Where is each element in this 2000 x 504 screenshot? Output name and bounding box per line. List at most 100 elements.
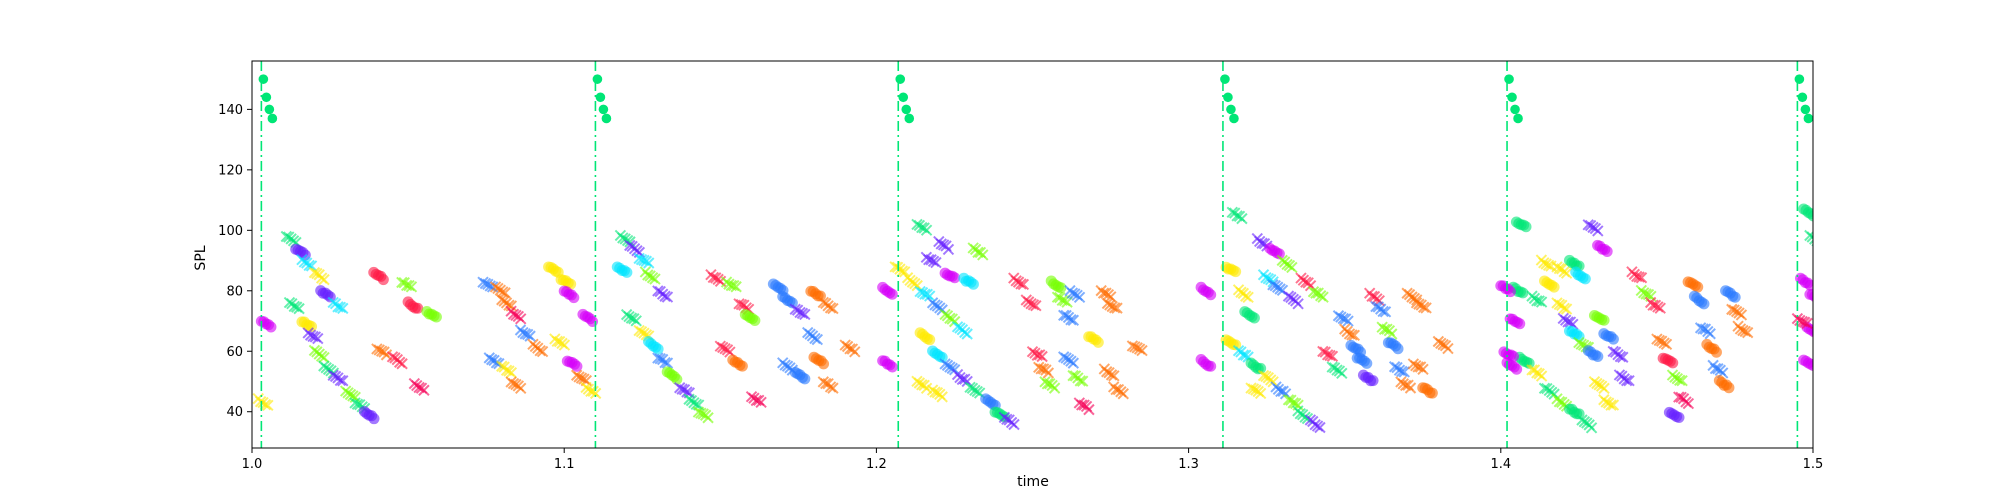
note-marker [503,299,515,311]
note-marker [659,290,671,302]
y-tick-label: 40 [226,405,243,420]
note-marker [1710,346,1722,358]
note-marker [1317,345,1329,358]
x-axis-label: time [1017,474,1049,490]
note-marker [1254,387,1267,400]
note-marker [1517,287,1529,299]
note-marker [1255,362,1267,374]
note-marker [1346,329,1358,341]
note-marker [1248,312,1260,324]
note-marker [1635,272,1648,284]
note-marker [1314,421,1326,434]
note-marker [1417,363,1429,376]
note-marker [534,345,546,357]
onset-marker [267,113,278,124]
note-marker [1442,342,1454,355]
onset-marker [1797,92,1808,103]
x-tick-label: 1.2 [866,457,887,472]
axes: 1.0 1.1 1.2 1.3 1.4 1.5 40 60 80 100 120 140 [218,60,1823,472]
note-marker [1579,273,1591,285]
note-marker [265,321,277,333]
note-marker [1535,370,1548,382]
note-marker [1520,221,1532,233]
onset-marker [261,92,272,103]
note-marker [643,257,655,269]
onset-marker [1510,104,1520,115]
note-marker [490,357,503,369]
onset-marker [1803,113,1813,124]
note-marker [1698,298,1710,310]
note-marker [1027,299,1040,311]
note-marker [505,367,518,379]
note-marker [886,361,898,373]
onset-marker [895,74,906,84]
note-marker [1676,375,1688,387]
note-marker [1607,345,1619,358]
note-marker [1598,382,1610,395]
y-axis-label: SPL [193,245,209,270]
note-marker [1317,291,1329,303]
note-marker [749,315,761,327]
note-marker [1292,298,1304,310]
note-marker [1396,365,1408,378]
note-marker [1418,301,1430,313]
note-marker [1514,318,1526,330]
note-marker [412,302,424,314]
note-marker [886,288,898,300]
note-marker [1660,338,1673,350]
note-marker [1607,399,1620,411]
note-marker [1273,248,1285,260]
note-marker [936,351,948,363]
y-tick-label: 100 [218,224,243,239]
note-marker [1508,350,1520,362]
x-tick-label: 1.1 [554,457,575,472]
note-marker [920,224,933,236]
note-marker [1801,317,1813,330]
note-marker [824,302,837,314]
note-marker [536,345,549,358]
note-marker [306,321,318,333]
note-marker [936,391,948,403]
note-marker [967,278,979,290]
note-marker [924,290,936,302]
note-marker [368,413,380,425]
note-marker [942,243,955,256]
note-marker [1807,210,1813,222]
note-marker [1076,375,1089,387]
y-tick-label: 80 [226,284,243,299]
plot-area [252,61,1824,448]
note-marker [1067,314,1080,326]
note-marker [1511,363,1523,375]
note-marker [899,266,911,278]
note-marker [681,386,693,398]
note-marker [827,382,839,394]
note-marker [1117,388,1129,400]
note-marker [1426,387,1438,399]
note-marker [1108,370,1120,382]
note-marker [652,343,664,355]
note-marker [262,399,274,412]
note-marker [1342,315,1354,327]
note-marker [1682,397,1695,410]
note-marker [621,266,633,278]
onset-marker [1800,104,1811,115]
onset-marker [1226,104,1236,115]
note-marker [811,333,824,346]
note-marker [568,292,580,304]
note-marker [1042,367,1055,379]
note-marker [1073,291,1086,304]
note-marker [1614,350,1627,363]
note-marker [661,357,674,369]
note-marker [1230,339,1242,351]
note-marker [1558,302,1570,314]
note-marker [1560,303,1573,315]
note-marker [1015,278,1027,290]
note-marker [587,315,599,327]
note-marker [630,315,642,327]
note-marker [1814,237,1824,247]
onset-marker [595,92,606,103]
note-marker [659,356,671,369]
onset-marker [1220,74,1230,84]
